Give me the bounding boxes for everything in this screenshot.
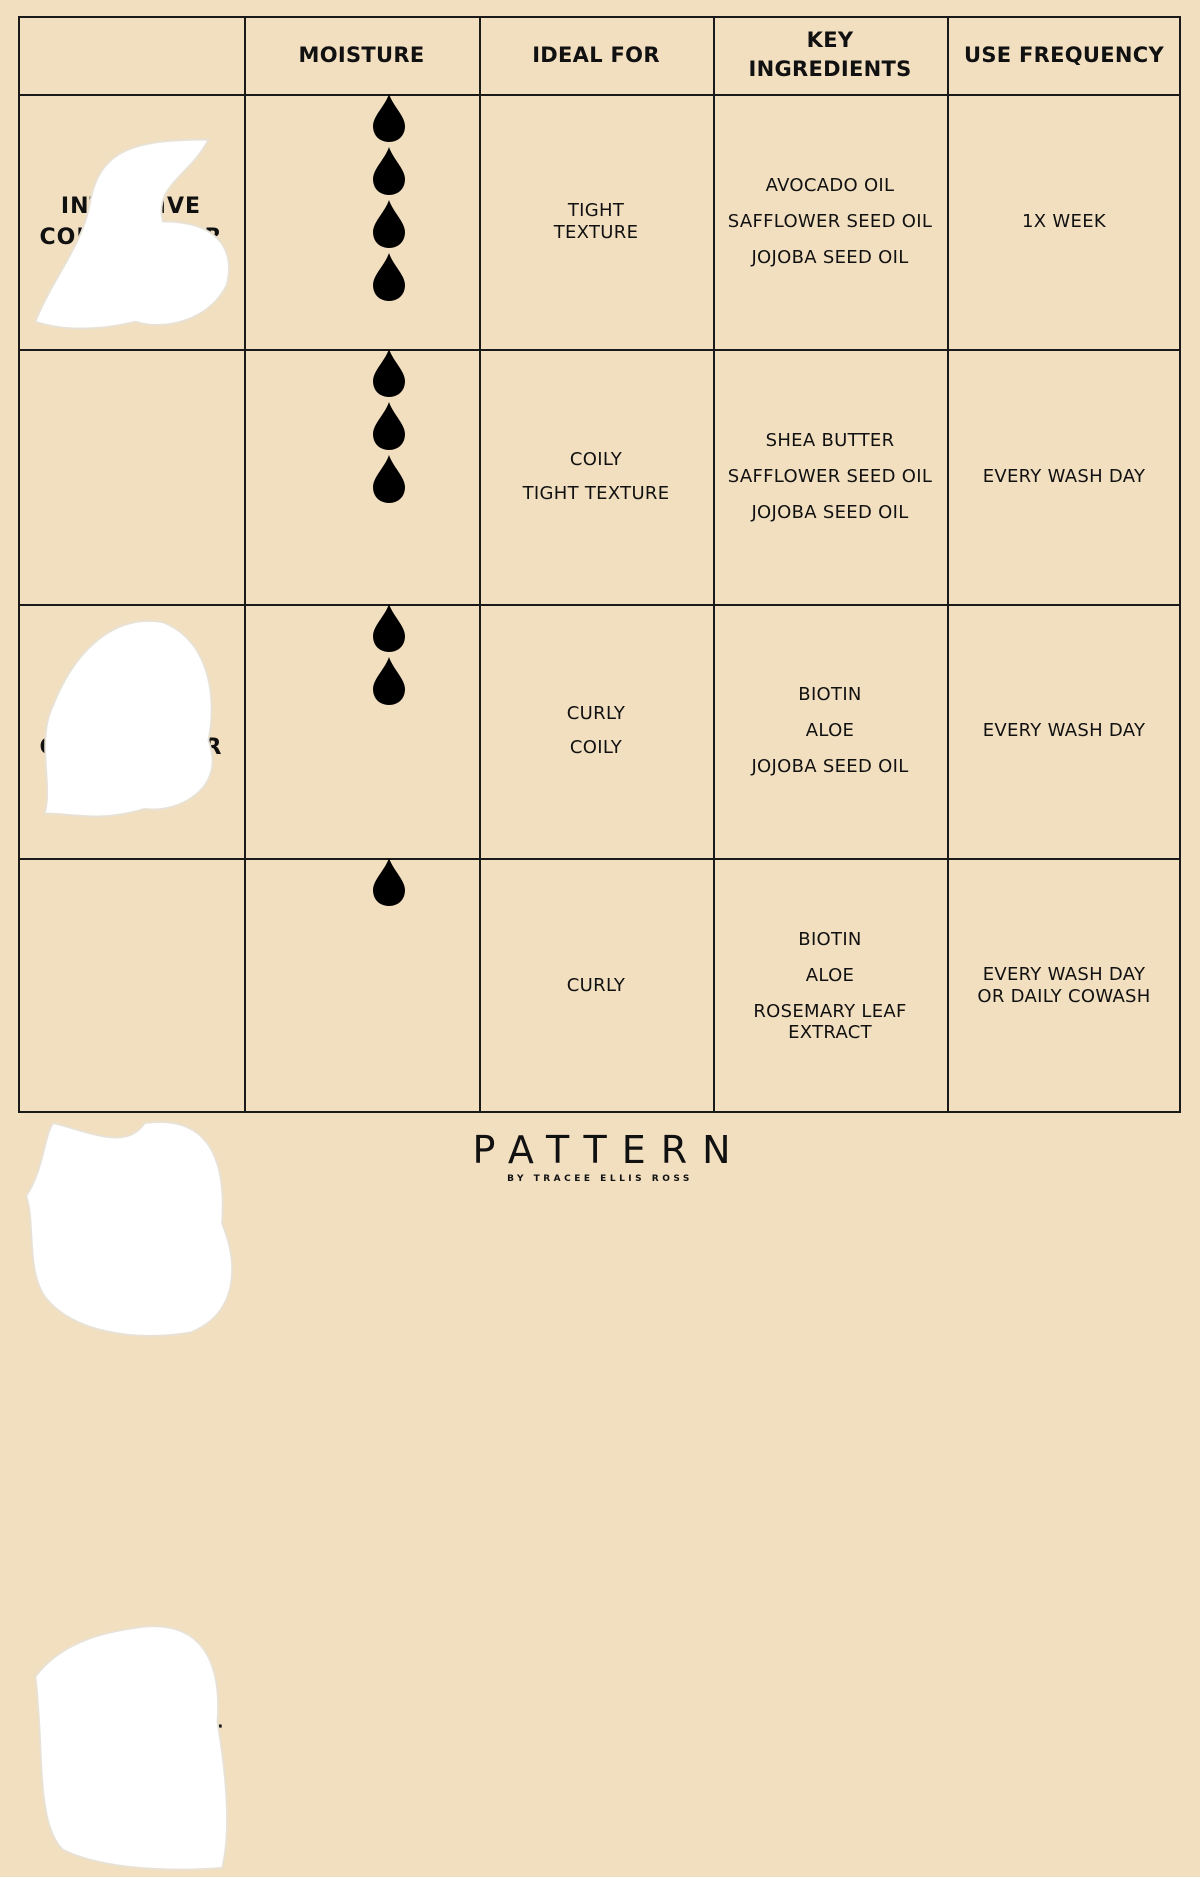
- water-drop-icon: [373, 455, 405, 503]
- frequency-cell: EVERY WASH DAY: [947, 349, 1181, 604]
- cream-swatch-image: [43, 620, 214, 818]
- water-drop-icon: [373, 147, 405, 195]
- water-drop-icon: [373, 94, 405, 142]
- header-moisture: MOISTURE: [244, 16, 479, 94]
- ingredient-item: ROSEMARY LEAF EXTRACT: [753, 1000, 907, 1043]
- row-divider: [18, 94, 1181, 96]
- column-divider: [479, 16, 481, 1113]
- ingredient-item: ALOE: [805, 720, 855, 741]
- row-divider: [18, 1111, 1181, 1113]
- moisture-cell: [244, 604, 479, 858]
- moisture-cell: [244, 858, 479, 1113]
- water-drop-icon: [373, 858, 405, 906]
- header-key-ingredients: KEY INGREDIENTS: [713, 16, 947, 94]
- water-drop-icon: [373, 604, 405, 652]
- frequency-item: EVERY WASH DAY: [982, 963, 1146, 985]
- row-divider: [18, 349, 1181, 351]
- row-divider: [18, 604, 1181, 606]
- ingredient-item: BIOTIN: [798, 684, 862, 705]
- ingredients-cell: AVOCADO OIL SAFFLOWER SEED OIL JOJOBA SEED…: [713, 94, 947, 349]
- ingredient-item: JOJOBA SEED OIL: [751, 501, 909, 523]
- column-divider: [713, 16, 715, 1113]
- cream-swatch-image: [25, 1121, 233, 1337]
- ideal-for-item: TIGHT TEXTURE: [522, 482, 670, 504]
- product-name-cell: MEDIUM CONDITIONER: [18, 1114, 244, 1368]
- column-divider: [947, 16, 949, 1113]
- ingredient-item: SAFFLOWER SEED OIL: [727, 210, 933, 232]
- header-label: USE FREQUENCY: [963, 42, 1165, 67]
- ingredients-cell: BIOTIN ALOE JOJOBA SEED OIL: [713, 604, 947, 858]
- ingredient-item: AVOCADO OIL: [765, 174, 895, 196]
- row-divider: [18, 858, 1181, 860]
- moisture-cell: [244, 94, 479, 349]
- ideal-for-item: CURLY: [566, 703, 626, 724]
- header-label: IDEAL FOR: [532, 42, 660, 67]
- moisture-cell: [244, 349, 479, 604]
- column-divider: [18, 16, 20, 1113]
- ideal-for-cell: TIGHT TEXTURE: [479, 94, 713, 349]
- frequency-item: EVERY WASH DAY: [982, 465, 1146, 487]
- column-divider: [244, 16, 246, 1113]
- ingredients-cell: SHEA BUTTER SAFFLOWER SEED OIL JOJOBA SEED…: [713, 349, 947, 604]
- ingredients-cell: BIOTIN ALOE ROSEMARY LEAF EXTRACT: [713, 858, 947, 1113]
- ideal-for-item: TEXTURE: [553, 221, 639, 243]
- frequency-cell: 1X WEEK: [947, 94, 1181, 349]
- brand-logo: PATTERN BY TRACEE ELLIS ROSS: [0, 1128, 1200, 1184]
- ideal-for-item: CURLY: [566, 974, 626, 996]
- product-name-cell: HEAVY CONDITIONER: [18, 604, 244, 859]
- water-drop-icon: [373, 200, 405, 248]
- ingredient-item: JOJOBA SEED OIL: [751, 246, 909, 268]
- header-label: KEY INGREDIENTS: [748, 28, 912, 81]
- ideal-for-cell: CURLY: [479, 858, 713, 1113]
- column-divider: [1179, 16, 1181, 1113]
- frequency-item: EVERY WASH DAY: [982, 720, 1146, 741]
- product-name-cell: LIGHTWEIGHT CONDITIONER: [18, 1622, 244, 1877]
- cream-swatch-image: [34, 1625, 228, 1871]
- header-ideal-for: IDEAL FOR: [479, 16, 713, 94]
- ingredient-item: ALOE: [805, 964, 855, 986]
- ideal-for-item: COILY: [569, 737, 623, 758]
- ingredient-item: SHEA BUTTER: [765, 429, 895, 451]
- frequency-cell: EVERY WASH DAY: [947, 604, 1181, 858]
- ideal-for-item: TIGHT: [567, 199, 625, 221]
- ingredient-item: BIOTIN: [798, 928, 862, 950]
- water-drop-icon: [373, 253, 405, 301]
- product-name-cell: INTENSIVE CONDITIONER: [18, 94, 244, 349]
- water-drop-icon: [373, 402, 405, 450]
- water-drop-icon: [373, 657, 405, 705]
- comparison-table: MOISTURE IDEAL FOR KEY INGREDIENTS USE FREQ…: [18, 16, 1181, 1871]
- ideal-for-cell: COILY TIGHT TEXTURE: [479, 349, 713, 604]
- ideal-for-item: COILY: [569, 448, 623, 470]
- frequency-cell: EVERY WASH DAY OR DAILY COWASH: [947, 858, 1181, 1113]
- frequency-item: 1X WEEK: [1022, 210, 1106, 232]
- header-use-frequency: USE FREQUENCY: [947, 16, 1181, 94]
- frequency-item: OR DAILY COWASH: [977, 985, 1151, 1007]
- cream-swatch-image: [34, 138, 230, 330]
- ingredient-item: SAFFLOWER SEED OIL: [727, 465, 933, 487]
- row-divider: [18, 16, 1181, 18]
- header-label: MOISTURE: [298, 42, 425, 67]
- water-drop-icon: [373, 349, 405, 397]
- ingredient-item: JOJOBA SEED OIL: [751, 756, 909, 777]
- ideal-for-cell: CURLY COILY: [479, 604, 713, 858]
- brand-tagline: BY TRACEE ELLIS ROSS: [507, 1174, 693, 1184]
- brand-name: PATTERN: [472, 1128, 746, 1172]
